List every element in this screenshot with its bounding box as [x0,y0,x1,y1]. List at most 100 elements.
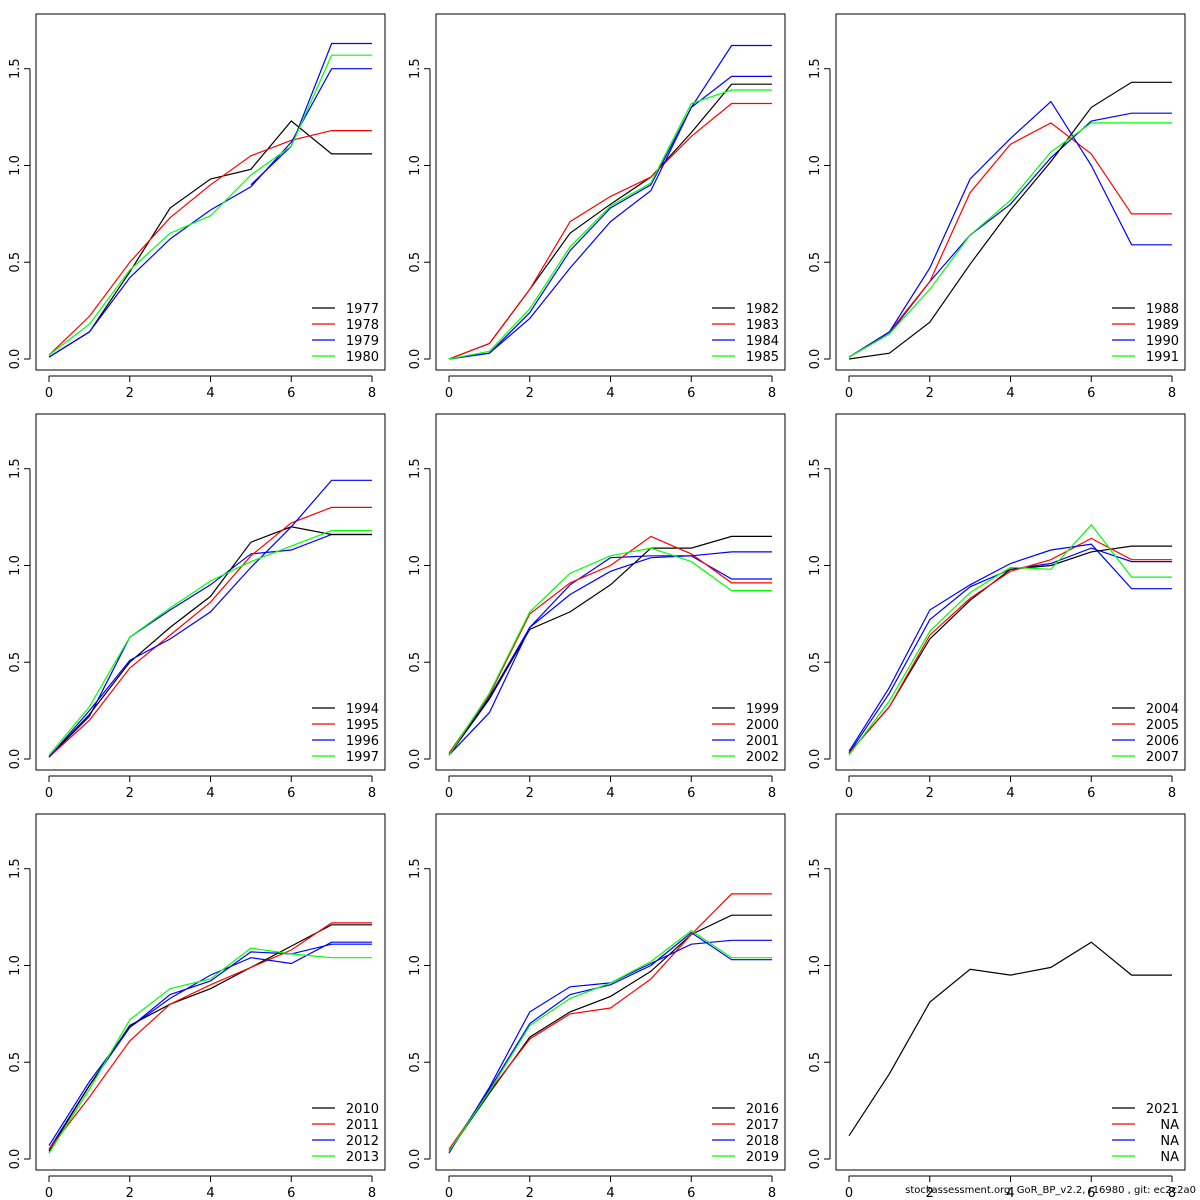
y-tick-label: 0.0 [808,749,823,770]
plot-frame [435,813,786,1171]
x-tick-label: 2 [526,386,534,401]
legend-entry: 2000 [746,718,779,733]
x-tick-label: 2 [926,1186,934,1200]
x-tick-label: 0 [845,1186,853,1200]
y-tick-label: 0.0 [408,749,423,770]
series-line-1995 [48,506,372,758]
y-tick-label: 1.5 [8,458,23,479]
plot-frame [835,813,1186,1171]
x-tick-label: 0 [445,1186,453,1200]
x-tick-label: 0 [845,786,853,801]
legend-entry: 1995 [346,718,379,733]
x-tick-label: 8 [768,386,776,401]
y-tick-label: 0.5 [8,652,23,673]
legend-entry: 1980 [346,350,379,365]
legend-entry: 2004 [1146,702,1179,717]
x-tick-label: 8 [1168,386,1176,401]
legend-entry: 1982 [746,302,779,317]
series-line-1980 [48,54,372,356]
legend-entry: 2012 [346,1134,379,1149]
plot-frame [35,813,386,1171]
x-tick-label: 8 [368,386,376,401]
x-tick-label: 8 [1168,1186,1176,1200]
series-line-1994 [48,526,372,758]
series-line-extra [448,555,772,756]
series-line-2001 [448,551,772,756]
x-tick-label: 0 [45,786,53,801]
x-tick-label: 8 [1168,786,1176,801]
y-tick-label: 1.0 [408,155,423,176]
y-tick-label: 0.5 [408,1052,423,1073]
legend-entry: 1985 [746,350,779,365]
series-line-extra [848,112,1172,358]
legend-entry: 1988 [1146,302,1179,317]
x-tick-label: 0 [445,786,453,801]
y-tick-label: 1.0 [808,155,823,176]
x-tick-label: 4 [606,786,614,801]
legend-entry: 2013 [346,1150,379,1165]
legend-entry: 2002 [746,750,779,765]
legend-entry: NA [1160,1150,1179,1165]
series-line-1999 [448,535,772,756]
y-tick-label: 0.0 [8,349,23,370]
x-tick-label: 6 [687,1186,695,1200]
series-line-extra [250,42,372,186]
x-tick-label: 4 [1006,786,1014,801]
y-tick-label: 0.5 [808,252,823,273]
legend-entry: 2018 [746,1134,779,1149]
x-tick-label: 2 [126,386,134,401]
x-tick-label: 4 [206,1186,214,1200]
x-tick-label: 0 [845,386,853,401]
y-tick-label: 1.5 [808,858,823,879]
y-tick-label: 1.0 [8,155,23,176]
series-line-2005 [848,537,1172,754]
y-tick-label: 0.5 [8,252,23,273]
series-line-extra [448,44,772,360]
legend-entry: 2005 [1146,718,1179,733]
y-tick-label: 1.5 [408,858,423,879]
series-line-2004 [848,545,1172,754]
x-tick-label: 2 [926,786,934,801]
plot-frame [435,13,786,371]
legend-entry: 2019 [746,1150,779,1165]
x-tick-label: 8 [368,786,376,801]
y-tick-label: 0.0 [8,749,23,770]
y-tick-label: 0.5 [808,1052,823,1073]
y-tick-label: 1.0 [808,955,823,976]
y-tick-label: 0.0 [808,349,823,370]
x-tick-label: 0 [45,1186,53,1200]
series-line-extra [48,533,372,758]
series-line-2006 [848,543,1172,752]
series-line-2017 [448,893,772,1150]
y-tick-label: 1.5 [8,58,23,79]
x-tick-label: 2 [526,786,534,801]
x-tick-label: 4 [606,386,614,401]
x-tick-label: 6 [287,786,295,801]
y-tick-label: 1.5 [808,458,823,479]
legend-entry: 2001 [746,734,779,749]
legend-entry: 2007 [1146,750,1179,765]
legend-entry: 1983 [746,318,779,333]
x-tick-label: 2 [126,786,134,801]
legend-entry: 1996 [346,734,379,749]
series-line-2007 [848,523,1172,756]
series-line-2013 [48,947,372,1154]
plot-frame [835,13,1186,371]
legend-entry: 1990 [1146,334,1179,349]
y-tick-label: 0.0 [408,1149,423,1170]
series-line-1996 [48,479,372,758]
x-tick-label: 6 [1087,386,1095,401]
plot-frame [835,413,1186,771]
x-tick-label: 6 [687,386,695,401]
series-line-2019 [448,929,772,1152]
series-line-2012 [48,941,372,1146]
x-tick-label: 6 [287,386,295,401]
